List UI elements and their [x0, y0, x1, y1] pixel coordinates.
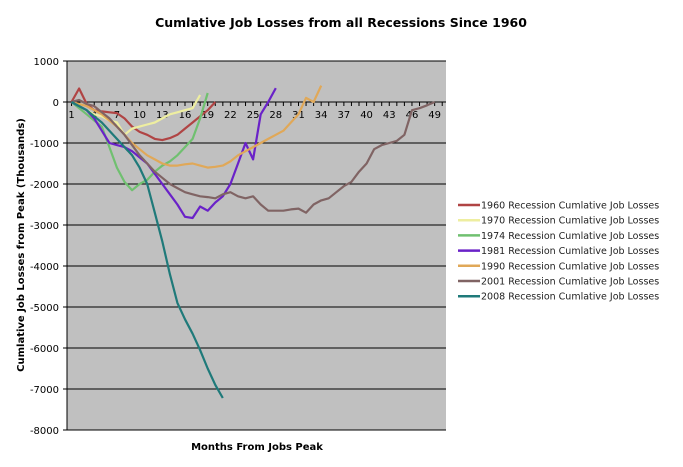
series-line-2001: [71, 98, 436, 214]
x-tick-label: 16: [179, 110, 192, 121]
legend: 1960 Recession Cumlative Job Losses 1970 …: [458, 201, 659, 303]
y-tick-label: 1000: [34, 57, 59, 68]
y-tick-label: -2000: [30, 180, 59, 191]
x-tick-label: 34: [315, 110, 328, 121]
y-tick-label: -3000: [30, 221, 59, 232]
y-tick-label: -7000: [30, 385, 59, 396]
y-tick-label: -5000: [30, 303, 59, 314]
legend-label: 1974 Recession Cumlative Job Losses: [481, 231, 659, 242]
x-tick-label: 46: [406, 110, 419, 121]
legend-label: 1970 Recession Cumlative Job Losses: [481, 216, 659, 227]
legend-label: 1981 Recession Cumlative Job Losses: [481, 246, 659, 257]
x-tick-label: 13: [156, 110, 169, 121]
y-tick-label: -4000: [30, 262, 59, 273]
x-tick-label: 49: [428, 110, 441, 121]
x-tick-label: 22: [224, 110, 237, 121]
x-tick-label: 37: [338, 110, 351, 121]
legend-label: 2008 Recession Cumlative Job Losses: [481, 292, 659, 303]
x-tick-label: 19: [201, 110, 214, 121]
y-tick-label: 0: [53, 98, 59, 109]
x-tick-label: 1: [68, 110, 74, 121]
series-line-1970: [70, 94, 202, 136]
y-axis-label: Cumlative Job Losses from Peak (Thousand…: [16, 118, 27, 372]
series-line-1974: [70, 92, 209, 192]
x-axis-label: Months From Jobs Peak: [191, 442, 323, 453]
x-tick-label: 10: [133, 110, 146, 121]
x-tick-label: 43: [383, 110, 396, 121]
x-tick-label: 40: [360, 110, 373, 121]
legend-label: 1990 Recession Cumlative Job Losses: [481, 261, 659, 272]
series-line-2008: [70, 101, 224, 399]
x-tick-label: 28: [269, 110, 282, 121]
legend-label: 1960 Recession Cumlative Job Losses: [481, 201, 659, 212]
chart-title: Cumlative Job Losses from all Recessions…: [155, 15, 527, 30]
plot-area: [67, 61, 446, 430]
y-tick-label: -1000: [30, 139, 59, 150]
x-tick-label: 25: [247, 110, 260, 121]
y-tick-label: -8000: [30, 426, 59, 437]
x-tick-label: 7: [114, 110, 120, 121]
legend-label: 2001 Recession Cumlative Job Losses: [481, 277, 659, 288]
y-tick-label: -6000: [30, 344, 59, 355]
